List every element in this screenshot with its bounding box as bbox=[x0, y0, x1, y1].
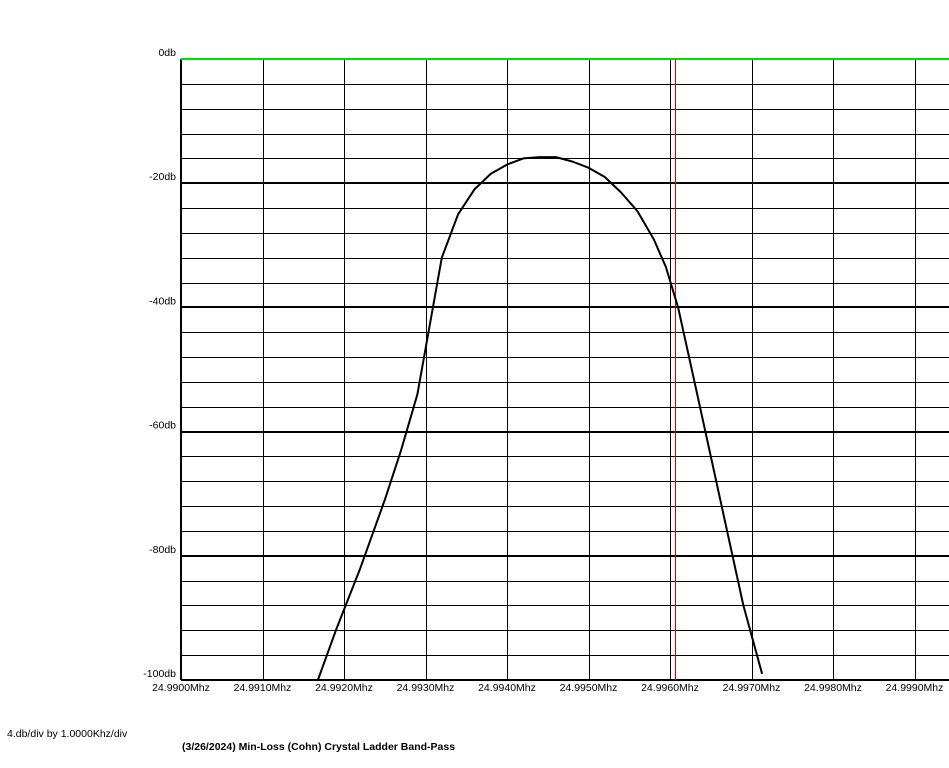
y-tick-label: -40db bbox=[149, 295, 176, 307]
x-tick-label: 24.9990Mhz bbox=[886, 682, 944, 694]
y-tick-label: -80db bbox=[149, 544, 176, 556]
x-tick-label: 24.9900Mhz bbox=[152, 682, 210, 694]
plot-axes bbox=[180, 58, 949, 680]
x-tick-label: 24.9940Mhz bbox=[478, 682, 536, 694]
y-tick-label: -20db bbox=[149, 171, 176, 183]
x-tick-label: 24.9910Mhz bbox=[234, 682, 292, 694]
x-tick-label: 24.9920Mhz bbox=[315, 682, 373, 694]
major-gridlines bbox=[181, 182, 949, 681]
response-trace bbox=[316, 156, 764, 681]
x-tick-label: 24.9980Mhz bbox=[804, 682, 862, 694]
y-tick-label: -60db bbox=[149, 420, 176, 432]
y-tick-labels: 0db -20db -40db -60db -80db -100db bbox=[143, 47, 176, 680]
x-tick-labels: 24.9900Mhz 24.9910Mhz 24.9920Mhz 24.9930Mhz… bbox=[152, 682, 943, 694]
y-tick-label: 0db bbox=[158, 47, 176, 59]
x-tick-label: 24.9950Mhz bbox=[560, 682, 618, 694]
chart-title: (3/26/2024) Min-Loss (Cohn) Crystal Ladd… bbox=[182, 741, 456, 753]
x-tick-label: 24.9960Mhz bbox=[641, 682, 699, 694]
x-tick-label: 24.9970Mhz bbox=[723, 682, 781, 694]
minor-gridlines bbox=[181, 59, 949, 680]
y-tick-label: -100db bbox=[143, 668, 176, 680]
response-curve bbox=[316, 156, 764, 681]
x-tick-label: 24.9930Mhz bbox=[397, 682, 455, 694]
scale-note: 4.db/div by 1.0000Khz/div bbox=[7, 728, 128, 740]
